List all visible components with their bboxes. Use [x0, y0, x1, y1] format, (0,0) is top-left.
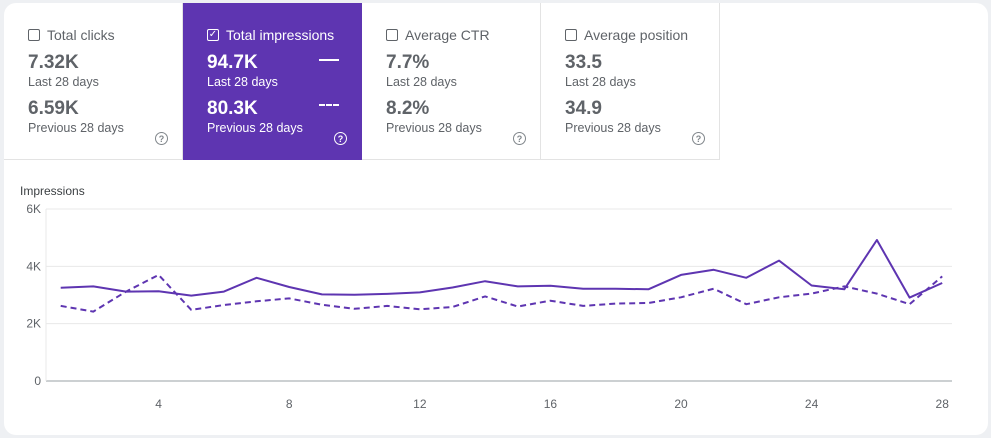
metric-label: Average position	[584, 27, 689, 43]
series-lines	[60, 239, 943, 313]
current-value: 33.5	[565, 52, 602, 73]
solid-line-legend-icon	[319, 59, 339, 61]
previous-value: 6.59K	[28, 98, 79, 119]
y-tick-label: 4K	[26, 259, 41, 273]
x-tick-label: 8	[286, 397, 293, 411]
current-value: 94.7K	[207, 52, 258, 73]
metric-label: Total clicks	[47, 27, 115, 43]
current-period: Last 28 days	[386, 75, 457, 89]
metric-average-position[interactable]: Average position 33.5 Last 28 days 34.9 …	[541, 3, 720, 160]
y-tick-label: 6K	[26, 202, 41, 216]
metric-header: Total clicks	[28, 27, 115, 43]
metric-label: Total impressions	[226, 27, 335, 43]
x-tick-label: 12	[413, 397, 427, 411]
metric-label: Average CTR	[405, 27, 490, 43]
y-axis-title: Impressions	[20, 184, 85, 198]
x-tick-label: 24	[805, 397, 819, 411]
current-period: Last 28 days	[28, 75, 99, 89]
checkbox-checked-icon[interactable]: ✓	[207, 29, 219, 41]
previous-period: Previous 28 days	[565, 121, 661, 135]
help-icon[interactable]: ?	[155, 132, 168, 145]
metric-tabs: Total clicks 7.32K Last 28 days 6.59K Pr…	[4, 3, 720, 160]
metric-average-ctr[interactable]: Average CTR 7.7% Last 28 days 8.2% Previ…	[362, 3, 541, 160]
x-tick-label: 20	[674, 397, 688, 411]
y-tick-label: 0	[34, 374, 41, 388]
metric-header: ✓ Total impressions	[207, 27, 334, 43]
metric-total-clicks[interactable]: Total clicks 7.32K Last 28 days 6.59K Pr…	[4, 3, 183, 160]
previous-period: Previous 28 days	[386, 121, 482, 135]
help-icon[interactable]: ?	[692, 132, 705, 145]
grid-lines	[45, 208, 952, 382]
previous-period-line[interactable]	[60, 273, 943, 313]
x-tick-label: 16	[544, 397, 558, 411]
dashed-line-legend-icon	[319, 104, 339, 106]
metric-header: Average position	[565, 27, 688, 43]
metric-total-impressions[interactable]: ✓ Total impressions 94.7K Last 28 days 8…	[183, 3, 362, 160]
current-value: 7.7%	[386, 52, 430, 73]
x-tick-label: 28	[936, 397, 950, 411]
previous-period: Previous 28 days	[28, 121, 124, 135]
current-value: 7.32K	[28, 52, 79, 73]
performance-card: Total clicks 7.32K Last 28 days 6.59K Pr…	[4, 3, 988, 435]
checkbox-icon[interactable]	[28, 29, 40, 41]
metric-header: Average CTR	[386, 27, 490, 43]
impressions-chart[interactable]: Impressions 0 2K 4K 6K 4 8 12 16 20 24 28	[4, 3, 988, 435]
y-tick-labels: 0 2K 4K 6K	[26, 202, 41, 388]
previous-value: 34.9	[565, 98, 602, 119]
x-tick-labels: 4 8 12 16 20 24 28	[155, 397, 949, 411]
checkbox-icon[interactable]	[565, 29, 577, 41]
previous-value: 80.3K	[207, 98, 258, 119]
checkbox-icon[interactable]	[386, 29, 398, 41]
x-tick-label: 4	[155, 397, 162, 411]
help-icon[interactable]: ?	[513, 132, 526, 145]
y-tick-label: 2K	[26, 317, 41, 331]
previous-period: Previous 28 days	[207, 121, 303, 135]
help-icon[interactable]: ?	[334, 132, 347, 145]
current-period: Last 28 days	[207, 75, 278, 89]
current-period-line[interactable]	[60, 239, 943, 299]
previous-value: 8.2%	[386, 98, 430, 119]
current-period: Last 28 days	[565, 75, 636, 89]
